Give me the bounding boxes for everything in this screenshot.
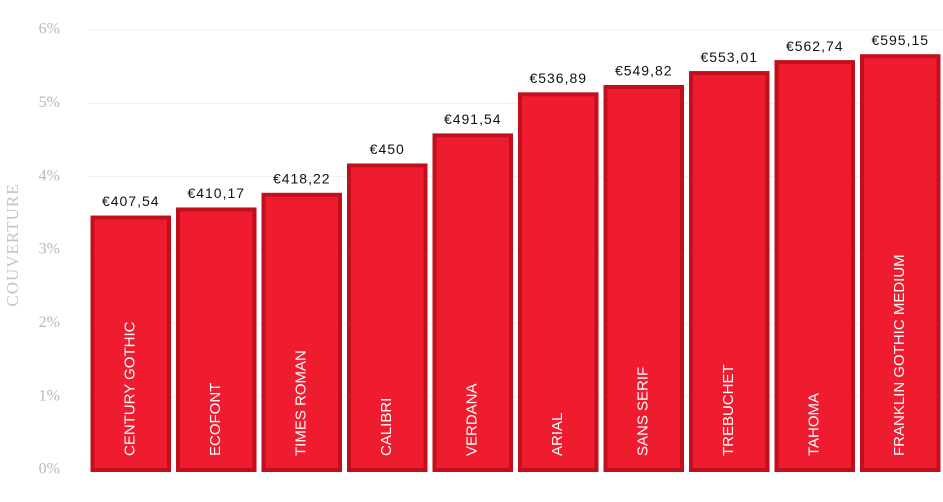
bar-annotation: €410,17 xyxy=(187,185,245,201)
bar xyxy=(261,192,342,473)
bar-annotation: €407,54 xyxy=(102,193,160,209)
bar-annotation: €549,82 xyxy=(615,63,673,79)
category-label: CENTURY GOTHIC xyxy=(122,321,139,456)
category-label: TREBUCHET xyxy=(720,364,737,456)
bar xyxy=(689,71,770,472)
bar-annotation: €553,01 xyxy=(700,49,758,65)
y-tick-label: 5% xyxy=(39,94,60,111)
y-tick-label: 6% xyxy=(39,21,60,38)
y-axis-label: COUVERTURE xyxy=(3,183,22,306)
category-label: ECOFONT xyxy=(207,383,224,456)
y-tick-label: 0% xyxy=(39,461,60,478)
category-label: FRANKLIN GOTHIC MEDIUM xyxy=(891,254,908,456)
category-label: TAHOMA xyxy=(806,393,823,456)
category-label: VERDANA xyxy=(464,383,481,456)
category-label: ARIAL xyxy=(549,413,566,456)
y-tick-label: 1% xyxy=(39,387,60,404)
y-tick-label: 3% xyxy=(39,241,60,258)
bar xyxy=(860,54,941,472)
bar xyxy=(603,85,684,472)
bar-annotation: €562,74 xyxy=(786,38,844,54)
bar-annotation: €595,15 xyxy=(871,32,929,48)
bar xyxy=(90,215,171,472)
category-label: CALIBRI xyxy=(378,398,395,456)
bar xyxy=(518,92,599,472)
y-tick-label: 4% xyxy=(39,167,60,184)
bar xyxy=(347,163,428,472)
bar-annotation: €536,89 xyxy=(529,70,587,86)
bar-annotation: €491,54 xyxy=(444,111,502,127)
bar xyxy=(432,133,513,472)
bar xyxy=(774,60,855,472)
y-tick-label: 2% xyxy=(39,314,60,331)
bar-annotation: €418,22 xyxy=(273,171,331,187)
category-label: TIMES ROMAN xyxy=(293,350,310,456)
bar xyxy=(176,207,257,472)
bar-annotation: €450 xyxy=(370,141,405,157)
category-label: SANS SERIF xyxy=(635,367,652,456)
